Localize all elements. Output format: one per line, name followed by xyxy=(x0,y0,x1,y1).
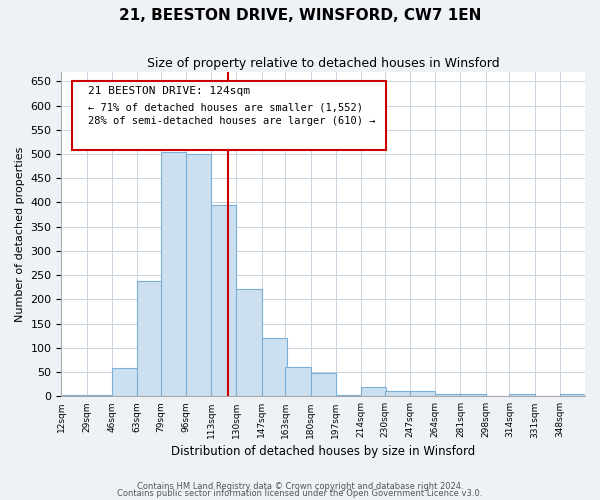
Bar xyxy=(336,395,361,396)
Bar xyxy=(460,394,485,396)
Y-axis label: Number of detached properties: Number of detached properties xyxy=(15,146,25,322)
FancyBboxPatch shape xyxy=(72,82,386,150)
Bar xyxy=(161,152,186,396)
Bar xyxy=(186,154,211,396)
Bar xyxy=(262,338,287,396)
Title: Size of property relative to detached houses in Winsford: Size of property relative to detached ho… xyxy=(147,58,500,70)
Bar xyxy=(211,205,236,396)
Text: 21 BEESTON DRIVE: 124sqm: 21 BEESTON DRIVE: 124sqm xyxy=(88,86,250,97)
Bar xyxy=(361,386,386,396)
Bar xyxy=(236,288,262,397)
Bar xyxy=(410,392,435,396)
X-axis label: Distribution of detached houses by size in Winsford: Distribution of detached houses by size … xyxy=(171,444,475,458)
Bar xyxy=(137,281,162,396)
Bar xyxy=(435,394,460,396)
Bar xyxy=(311,373,336,396)
Text: Contains HM Land Registry data © Crown copyright and database right 2024.: Contains HM Land Registry data © Crown c… xyxy=(137,482,463,491)
Bar xyxy=(509,394,535,396)
Text: 28% of semi-detached houses are larger (610) →: 28% of semi-detached houses are larger (… xyxy=(88,116,375,126)
Bar xyxy=(112,368,137,396)
Bar xyxy=(385,392,410,396)
Bar xyxy=(286,367,311,396)
Text: 21, BEESTON DRIVE, WINSFORD, CW7 1EN: 21, BEESTON DRIVE, WINSFORD, CW7 1EN xyxy=(119,8,481,22)
Bar xyxy=(560,394,585,396)
Text: ← 71% of detached houses are smaller (1,552): ← 71% of detached houses are smaller (1,… xyxy=(88,102,362,113)
Text: Contains public sector information licensed under the Open Government Licence v3: Contains public sector information licen… xyxy=(118,490,482,498)
